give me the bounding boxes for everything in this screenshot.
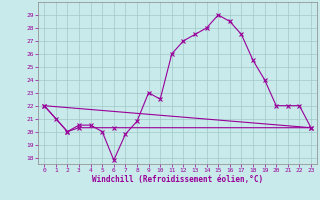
- X-axis label: Windchill (Refroidissement éolien,°C): Windchill (Refroidissement éolien,°C): [92, 175, 263, 184]
